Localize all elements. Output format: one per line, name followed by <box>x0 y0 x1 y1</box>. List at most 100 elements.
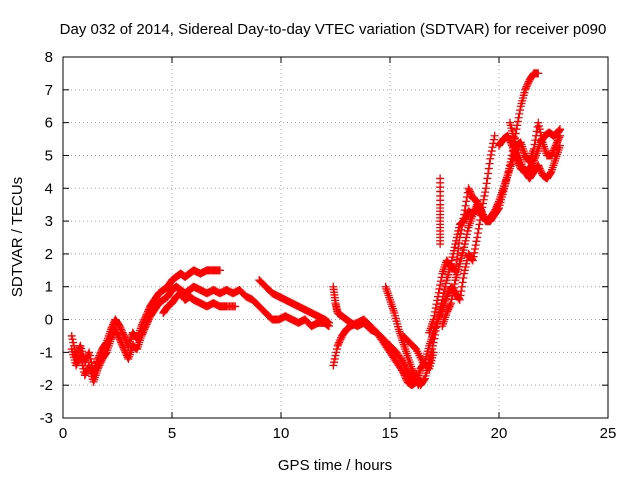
data-point <box>490 131 499 140</box>
data-point <box>483 174 492 183</box>
data-point <box>215 266 224 275</box>
x-tick-label: 20 <box>491 425 508 442</box>
data-point <box>531 153 540 162</box>
data-point <box>474 224 483 233</box>
data-point <box>487 150 496 159</box>
data-point <box>513 117 522 126</box>
data-point <box>460 206 469 215</box>
data-point <box>473 233 482 242</box>
data-point <box>459 273 468 282</box>
data-point <box>455 238 464 247</box>
data-point <box>457 225 466 234</box>
data-point <box>485 159 494 168</box>
data-point <box>454 244 463 253</box>
data-point <box>75 353 84 362</box>
data-point <box>471 241 480 250</box>
data-point <box>446 300 455 309</box>
data-point <box>514 113 523 122</box>
data-point <box>475 220 484 229</box>
data-point <box>447 299 456 308</box>
data-point <box>450 279 459 288</box>
data-point <box>324 318 333 327</box>
data-point <box>516 106 525 115</box>
data-point <box>458 218 467 227</box>
x-tick-label: 5 <box>168 425 176 442</box>
data-point <box>84 350 93 359</box>
data-point <box>449 283 458 292</box>
data-point <box>489 139 498 148</box>
y-tick-label: 6 <box>45 115 53 132</box>
data-point <box>457 282 466 291</box>
data-point <box>453 249 462 258</box>
data-point <box>468 256 477 265</box>
data-point <box>486 154 495 163</box>
data-point <box>447 295 456 304</box>
y-tick-label: -1 <box>40 344 53 361</box>
y-tick-label: 8 <box>45 49 53 66</box>
data-point <box>487 147 496 156</box>
x-axis-label: GPS time / hours <box>278 457 392 474</box>
data-point <box>481 188 490 197</box>
data-point <box>515 109 524 118</box>
data-point <box>430 311 439 320</box>
y-tick-label: 2 <box>45 246 53 263</box>
data-point <box>556 141 565 150</box>
data-point <box>556 125 565 134</box>
data-point <box>435 284 444 293</box>
data-point <box>470 248 479 257</box>
data-point <box>433 296 442 305</box>
y-tick-label: 4 <box>45 180 53 197</box>
data-point <box>461 201 470 210</box>
data-point <box>481 184 490 193</box>
data-point <box>424 363 433 372</box>
y-tick-label: -3 <box>40 410 53 427</box>
data-point <box>512 125 521 134</box>
data-point <box>457 287 466 296</box>
x-tick-label: 10 <box>273 425 290 442</box>
data-point <box>436 240 445 249</box>
data-point <box>434 288 443 297</box>
data-point <box>455 295 464 304</box>
data-point <box>494 205 503 214</box>
data-point <box>448 291 457 300</box>
y-tick-label: 0 <box>45 312 53 329</box>
y-tick-label: 7 <box>45 82 53 99</box>
data-point <box>469 252 478 261</box>
data-point <box>414 381 423 390</box>
data-point <box>431 304 440 313</box>
data-point <box>484 169 493 178</box>
y-axis-label: SDTVAR / TECUs <box>9 177 26 297</box>
y-tick-label: 1 <box>45 279 53 296</box>
x-tick-label: 25 <box>600 425 617 442</box>
data-point <box>457 222 466 231</box>
data-point <box>420 375 429 384</box>
data-point <box>432 300 441 309</box>
data-point <box>433 292 442 301</box>
y-tick-label: 3 <box>45 213 53 230</box>
data-point <box>488 143 497 152</box>
plot-frame <box>62 56 609 419</box>
data-point <box>429 315 438 324</box>
grid <box>63 57 608 418</box>
data-point <box>484 164 493 173</box>
data-point <box>452 255 461 264</box>
y-tick-label: -2 <box>40 377 53 394</box>
data-point <box>437 273 446 282</box>
data-point <box>479 195 488 204</box>
data-point <box>462 197 471 206</box>
data-point <box>436 277 445 286</box>
data-point <box>436 281 445 290</box>
data-point <box>431 307 440 316</box>
x-tick-label: 0 <box>59 425 67 442</box>
data-point <box>472 237 481 246</box>
data-point <box>459 214 468 223</box>
data-point <box>449 287 458 296</box>
chart-title: Day 032 of 2014, Sidereal Day-to-day VTE… <box>60 21 607 38</box>
data-point <box>473 229 482 238</box>
data-point <box>534 69 543 78</box>
data-point <box>460 210 469 219</box>
data-point <box>458 278 467 287</box>
data-point <box>480 191 489 200</box>
data-point <box>489 135 498 144</box>
